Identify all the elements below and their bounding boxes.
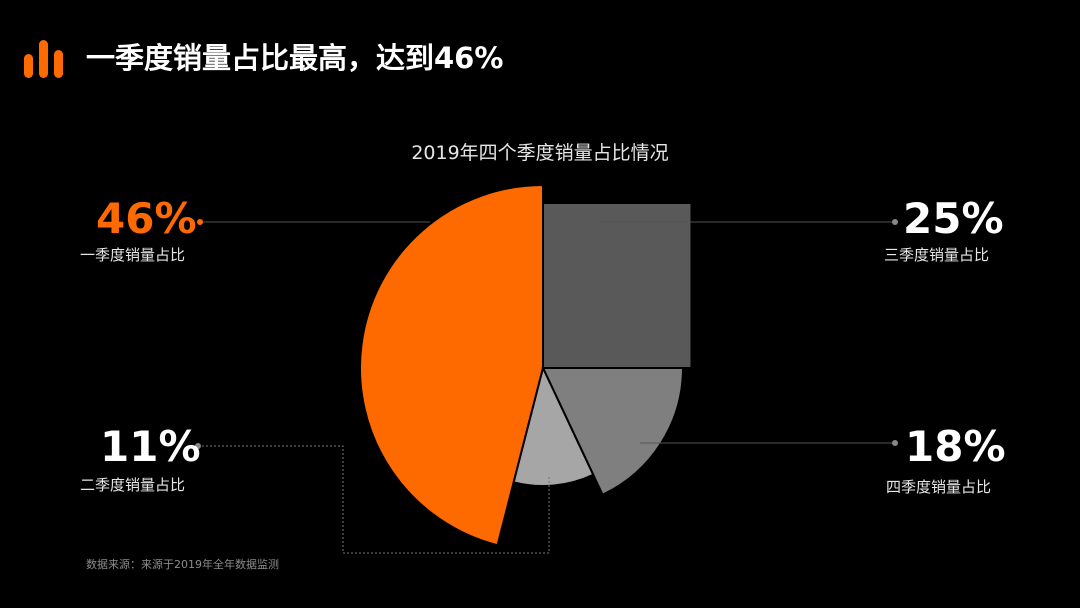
slice-value-q1: 46% xyxy=(96,194,197,243)
pie-slice-q3 xyxy=(542,202,693,369)
leader-dot xyxy=(197,219,203,225)
slice-value-q3: 25% xyxy=(903,194,1004,243)
slice-value-q4: 18% xyxy=(905,422,1006,471)
pie-slice-q1 xyxy=(359,183,544,547)
page-title: 一季度销量占比最高，达到46% xyxy=(86,41,504,75)
slice-value-q2: 11% xyxy=(100,422,201,471)
leader-line xyxy=(198,445,550,554)
leader-dot xyxy=(892,440,898,446)
data-source-note: 数据来源：来源于2019年全年数据监测 xyxy=(86,558,279,571)
slice-label-q3: 三季度销量占比 xyxy=(884,246,990,264)
leader-dot xyxy=(892,219,898,225)
slice-label-q2: 二季度销量占比 xyxy=(80,476,186,494)
leader-dot xyxy=(195,443,201,449)
chart-title: 2019年四个季度销量占比情况 xyxy=(411,142,669,164)
bar-chart-icon xyxy=(24,40,63,78)
slice-label-q4: 四季度销量占比 xyxy=(886,478,992,496)
slice-label-q1: 一季度销量占比 xyxy=(80,246,186,264)
pie-slice-q2 xyxy=(512,365,595,487)
